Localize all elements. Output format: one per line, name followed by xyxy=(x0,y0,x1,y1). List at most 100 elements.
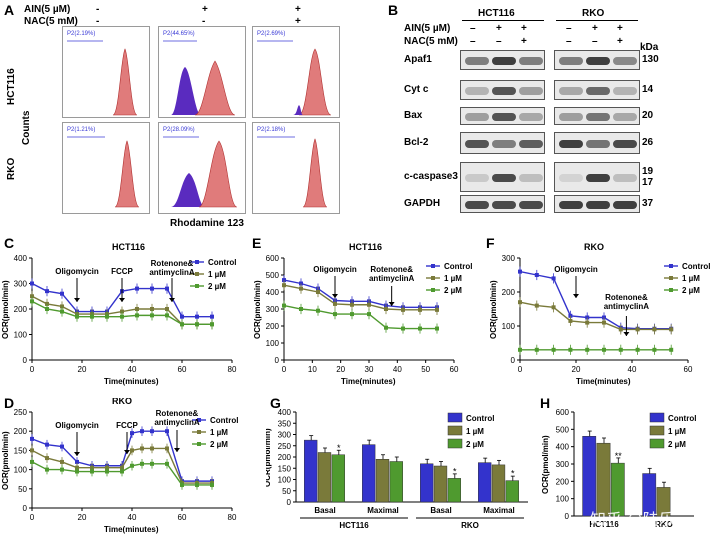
wb-band xyxy=(519,174,543,182)
annotation-label: Rotenone& xyxy=(156,409,199,418)
wb-kda-value: 130 xyxy=(642,54,659,65)
annotation-arrowhead xyxy=(169,298,175,302)
series-line-0 xyxy=(519,270,672,330)
wb-band xyxy=(465,201,489,209)
data-point xyxy=(165,313,169,318)
wb-band xyxy=(492,57,516,65)
data-point xyxy=(367,302,371,307)
wb-divider-rko xyxy=(556,20,638,21)
data-point xyxy=(30,281,34,286)
annotation-label: Rotenone& xyxy=(151,259,194,268)
legend-marker xyxy=(197,430,201,434)
data-point xyxy=(60,467,64,472)
wb-band xyxy=(559,113,583,121)
panel-letter-f: F xyxy=(486,235,495,251)
legend-marker xyxy=(195,284,199,288)
flow-plot-rko-nac: P2(2.18%) xyxy=(252,122,340,214)
wb-treatment-sign: + xyxy=(592,23,598,34)
watermark: 知乎 @陆乐 xyxy=(590,512,675,529)
flow-ain-v2: + xyxy=(202,4,208,15)
wb-band xyxy=(492,87,516,95)
data-point xyxy=(418,326,422,331)
flow-nac-label: NAC(5 mM) xyxy=(24,16,78,27)
wb-blot-strip xyxy=(554,107,640,125)
legend-swatch xyxy=(447,412,463,423)
y-tick-label: 400 xyxy=(266,288,280,297)
data-point xyxy=(316,290,320,294)
x-tick-label: 0 xyxy=(30,365,35,374)
y-tick-label: 50 xyxy=(18,485,27,494)
data-point xyxy=(45,456,49,461)
legend-marker xyxy=(669,264,673,268)
y-tick-label: 150 xyxy=(278,464,292,473)
y-tick-label: 300 xyxy=(278,431,292,440)
bar xyxy=(389,461,403,503)
legend-swatch xyxy=(649,438,665,449)
wb-band xyxy=(586,174,610,182)
wb-band xyxy=(519,201,543,209)
data-point xyxy=(45,442,49,447)
annotation-arrowhead xyxy=(332,294,338,298)
data-point xyxy=(30,299,34,304)
bar xyxy=(317,452,332,503)
data-point xyxy=(45,289,49,294)
data-point xyxy=(418,307,422,312)
y-tick-label: 350 xyxy=(278,419,292,428)
bar xyxy=(610,462,625,517)
annotation-arrowhead xyxy=(119,298,125,302)
x-axis-label: Time(minutes) xyxy=(104,525,159,534)
x-tick-label: 80 xyxy=(228,513,237,522)
y-tick-label: 250 xyxy=(278,442,292,451)
legend-marker xyxy=(195,272,199,276)
annotation-label: Rotenone& xyxy=(370,265,413,274)
data-point xyxy=(568,318,573,323)
wb-blot-strip xyxy=(460,132,545,154)
y-tick-label: 400 xyxy=(14,254,28,263)
panel-letter-c: C xyxy=(4,235,15,251)
legend-label: 2 µM xyxy=(466,440,484,449)
legend-label: Control xyxy=(682,262,710,271)
data-point xyxy=(551,347,556,352)
x-tick-label: 20 xyxy=(78,513,87,522)
annotation-arrowhead xyxy=(74,452,80,456)
y-axis-label: OCR(pmol/min) xyxy=(489,280,498,339)
wb-treatment-sign: – xyxy=(470,23,476,34)
bar xyxy=(596,442,611,517)
x-tick-label: 60 xyxy=(450,365,459,374)
panel-letter-d: D xyxy=(4,395,15,411)
legend-label: 1 µM xyxy=(208,270,226,279)
data-point xyxy=(195,314,199,319)
flow-percent: P2(2.18%) xyxy=(257,127,286,133)
wb-band xyxy=(613,113,637,121)
data-point xyxy=(299,286,303,291)
data-point xyxy=(45,307,49,311)
data-point xyxy=(180,322,184,327)
x-tick-label: 40 xyxy=(128,365,137,374)
x-axis-label: Time(minutes) xyxy=(341,377,396,386)
wb-blot-strip xyxy=(460,80,545,100)
wb-treatment-sign: – xyxy=(566,36,572,47)
wb-band xyxy=(586,201,610,209)
data-point xyxy=(534,347,539,352)
data-point xyxy=(534,303,539,308)
data-point xyxy=(618,327,623,332)
data-point xyxy=(60,459,64,464)
data-point xyxy=(140,446,144,451)
flow-plot-hct116-ctrl: P2(2.19%) xyxy=(62,26,150,118)
data-point xyxy=(165,446,169,451)
data-point xyxy=(384,307,388,311)
wb-treatment-sign: – xyxy=(496,36,502,47)
legend-marker xyxy=(669,288,673,292)
chart-c: HCT116 0 100 200 300 400 0 20 40 60 80 Time(minutes… xyxy=(1,242,237,386)
data-point xyxy=(401,307,405,312)
x-tick-label: 0 xyxy=(518,365,523,374)
data-point xyxy=(618,347,623,352)
x-tick-label: 40 xyxy=(128,513,137,522)
bar xyxy=(478,462,492,503)
y-axis-label: OCR(pmol/min) xyxy=(1,280,10,339)
data-point xyxy=(140,429,144,434)
bar xyxy=(582,436,597,517)
y-tick-label: 0 xyxy=(23,504,28,513)
panel-letter-b: B xyxy=(388,2,399,18)
x-tick-label: 0 xyxy=(282,365,287,374)
